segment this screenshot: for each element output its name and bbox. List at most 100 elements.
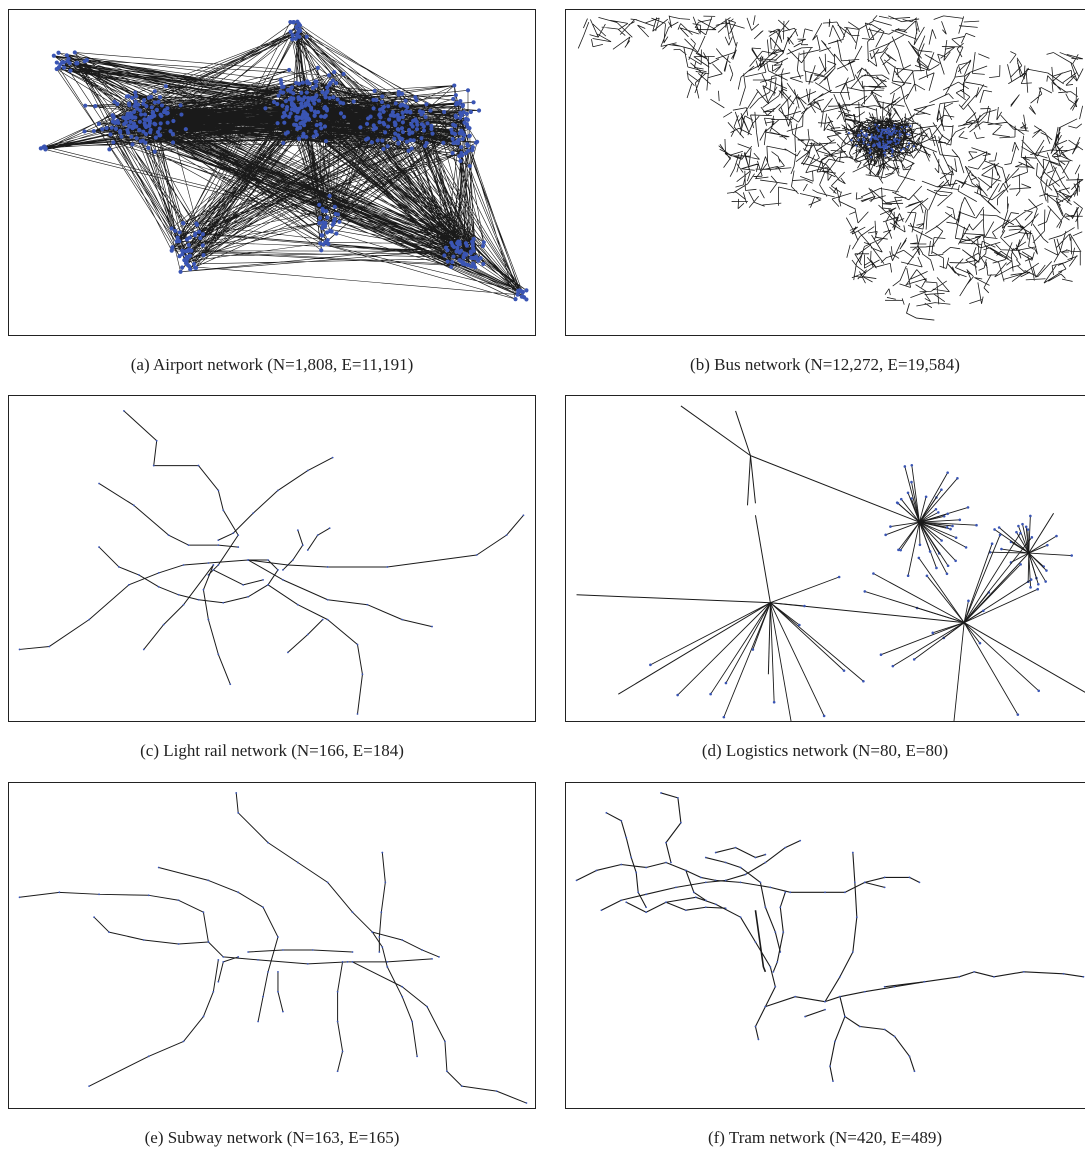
logistics-node xyxy=(954,536,958,540)
station-node xyxy=(217,653,220,656)
airport-node xyxy=(84,57,89,63)
logistics-node xyxy=(879,653,883,656)
logistics-node xyxy=(946,471,949,474)
caption-bus-network: (b) Bus network (N=12,272, E=19,584) xyxy=(690,355,960,374)
airport-node xyxy=(399,126,405,131)
airport-network-panel xyxy=(8,9,536,336)
station-node xyxy=(177,943,180,945)
station-node xyxy=(237,546,240,548)
bus-stop-node xyxy=(890,128,893,131)
logistics-node xyxy=(899,548,902,552)
airport-node xyxy=(305,80,310,85)
tram-line-double xyxy=(754,910,767,973)
airport-node xyxy=(311,134,316,139)
airport-node xyxy=(400,114,405,120)
logistics-edge xyxy=(919,508,937,523)
airport-node xyxy=(320,233,325,238)
bus-stop-node xyxy=(898,130,901,133)
tram-line xyxy=(665,901,726,911)
logistics-edge xyxy=(1018,525,1030,554)
station-node xyxy=(207,879,210,882)
tram-network-graph xyxy=(575,792,1085,1083)
bus-stop-node xyxy=(868,148,872,151)
airport-node xyxy=(381,146,386,152)
logistics-node xyxy=(751,648,755,651)
logistics-node xyxy=(884,533,887,537)
station-node xyxy=(829,1065,831,1068)
airport-node xyxy=(413,95,418,100)
airport-node xyxy=(441,140,446,145)
airport-node xyxy=(386,104,391,109)
station-node xyxy=(247,595,250,598)
station-node xyxy=(384,881,387,884)
logistics-node xyxy=(772,700,776,704)
airport-node xyxy=(393,131,398,136)
airport-node xyxy=(130,95,135,101)
airport-node xyxy=(279,84,284,90)
airport-node xyxy=(287,114,292,119)
airport-node xyxy=(313,83,319,88)
logistics-node xyxy=(946,512,949,516)
airport-node xyxy=(318,122,323,127)
airport-node xyxy=(400,120,405,125)
station-node xyxy=(123,410,125,412)
tram-line xyxy=(839,971,1084,998)
airport-node xyxy=(186,248,191,253)
airport-node xyxy=(364,121,370,126)
airport-node xyxy=(386,117,392,122)
station-node xyxy=(724,907,727,910)
airport-node xyxy=(142,112,148,117)
bus-stop-node xyxy=(857,133,860,136)
station-node xyxy=(336,990,339,993)
logistics-edge xyxy=(963,543,993,623)
station-node xyxy=(237,534,240,537)
airport-node xyxy=(299,104,304,109)
bus-stop-node xyxy=(870,136,873,139)
airport-node xyxy=(123,116,128,122)
station-node xyxy=(684,869,687,872)
airport-node xyxy=(130,115,135,120)
logistics-edge xyxy=(919,513,948,523)
station-node xyxy=(475,554,478,556)
station-node xyxy=(754,941,757,943)
airport-node xyxy=(263,106,268,111)
bus-stop-node xyxy=(897,139,901,142)
airport-node xyxy=(156,99,161,105)
station-node xyxy=(306,549,309,551)
airport-node xyxy=(303,101,308,106)
logistics-edge xyxy=(926,575,965,623)
airport-node xyxy=(294,114,299,120)
bus-stop-node xyxy=(882,148,886,151)
airport-node xyxy=(480,243,486,249)
tram-network-panel xyxy=(565,782,1085,1109)
airport-node xyxy=(124,94,129,99)
airport-node xyxy=(74,60,79,65)
airport-node xyxy=(138,108,143,113)
airport-node xyxy=(400,110,405,115)
station-node xyxy=(217,544,220,546)
logistics-edge xyxy=(677,602,771,696)
airport-node xyxy=(275,121,280,126)
logistics-edge xyxy=(735,410,751,456)
subway-line xyxy=(19,891,433,965)
station-node xyxy=(277,970,279,973)
station-node xyxy=(88,1085,91,1088)
station-node xyxy=(282,569,284,571)
airport-node xyxy=(141,129,146,134)
station-node xyxy=(378,951,381,953)
bus-stop-node xyxy=(871,145,875,148)
airport-node xyxy=(168,129,173,134)
airport-node xyxy=(137,119,142,124)
airport-node xyxy=(366,116,371,121)
station-node xyxy=(147,1055,150,1058)
airport-node xyxy=(113,126,119,131)
airport-node xyxy=(58,62,63,67)
logistics-edge xyxy=(880,622,965,656)
airport-node xyxy=(128,119,133,124)
airport-node xyxy=(410,130,415,135)
station-node xyxy=(108,931,110,933)
airport-node xyxy=(185,256,190,261)
logistics-edge xyxy=(932,622,965,634)
airport-node xyxy=(332,217,337,222)
station-node xyxy=(799,839,802,842)
